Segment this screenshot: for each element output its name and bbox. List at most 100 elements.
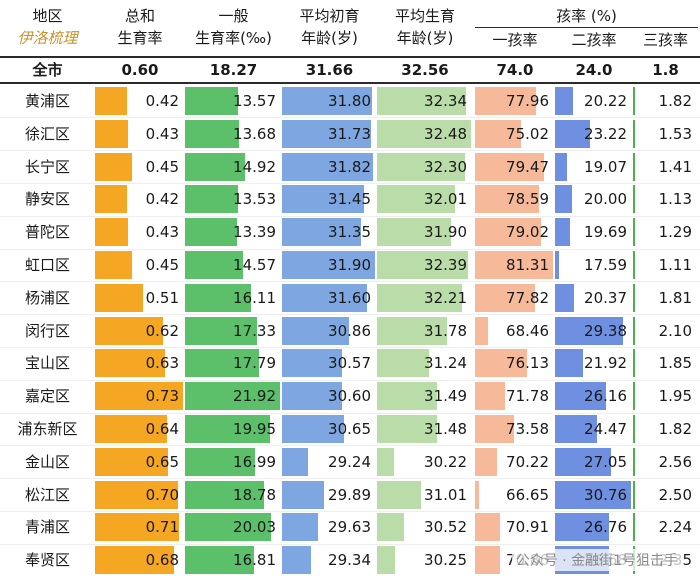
header-gfr: 一般 生育率(‰) [185, 0, 282, 56]
cell-first: 66.65 [475, 479, 555, 511]
bar-gfr [185, 185, 238, 214]
cell-value: 29.89 [328, 485, 371, 504]
cell-first-age: 29.24 [282, 446, 377, 478]
bar-first [475, 251, 553, 279]
bar-first-age [282, 316, 349, 345]
row-divider [0, 314, 700, 316]
bar-gfr [185, 218, 238, 247]
bar-gfr [185, 480, 265, 509]
cell-gfr: 13.57 [185, 85, 282, 117]
bar-gfr [185, 251, 244, 279]
bar-avg-age [377, 480, 421, 509]
cell-value: 18.78 [233, 485, 276, 504]
cell-value: 19.69 [584, 223, 627, 242]
bar-avg-age [377, 152, 465, 181]
cell-value: 32.01 [424, 190, 467, 209]
cell-avg-age: 31.01 [377, 479, 473, 511]
header-avg-age-line1: 平均生育 [394, 7, 455, 25]
bar-first-age [282, 382, 343, 411]
bar-first-age [282, 480, 325, 509]
bar-second [555, 185, 572, 214]
header-region-line1: 地区 [32, 7, 63, 25]
bar-second [555, 447, 611, 476]
row-name: 黄浦区 [24, 92, 70, 110]
bar-avg-age [377, 283, 462, 312]
cell-avg-age: 30.52 [377, 511, 473, 543]
cell-second: 20.37 [555, 282, 633, 314]
row-divider [0, 510, 700, 512]
cell-value: 16.99 [233, 452, 276, 471]
bar-avg-age [377, 185, 455, 214]
cell-value: 19.95 [233, 420, 276, 438]
cell-first-age: 29.89 [282, 479, 377, 511]
cell-avg-age: 32.30 [377, 151, 473, 183]
bar-gfr [185, 119, 239, 148]
bar-first-age [282, 218, 362, 247]
cell-second: 20.22 [555, 85, 633, 117]
cell-third: 1.11 [633, 249, 698, 281]
cell-value: 13.57 [233, 92, 276, 110]
cell-third: 2.10 [633, 315, 698, 347]
bar-avg-age [377, 546, 395, 575]
cell-value: 31.35 [328, 223, 371, 242]
bar-second [555, 513, 610, 542]
cell-value: 30.57 [328, 354, 371, 373]
cell-third: 1.41 [633, 151, 698, 183]
bar-first-age [282, 546, 311, 575]
row-name: 浦东新区 [17, 420, 78, 438]
cell-value: 17.79 [233, 354, 276, 373]
cell-value: 26.76 [584, 518, 627, 537]
bar-first [475, 87, 537, 115]
bar-avg-age [377, 447, 394, 476]
cell-value: 32.30 [424, 157, 467, 176]
row-divider [0, 150, 700, 152]
cell-value: 0.62 [145, 321, 179, 340]
row-divider [0, 478, 700, 480]
cell-third: 2.24 [633, 511, 698, 543]
cell-second: 29.38 [555, 315, 633, 347]
bar-tfr [95, 87, 127, 115]
cell-tfr: 0.51 [95, 282, 185, 314]
total-name: 全市 [32, 61, 63, 79]
cell-value: 79.02 [506, 223, 549, 242]
row-divider [0, 412, 700, 414]
cell-avg-age: 31.49 [377, 380, 473, 412]
bar-second [555, 480, 631, 509]
cell-tfr: 0.70 [95, 479, 185, 511]
cell-first-age: 31.35 [282, 216, 377, 248]
cell-value: 0.51 [145, 288, 179, 307]
bar-gfr [185, 152, 245, 181]
cell-value: 1.82 [658, 420, 692, 438]
total-tfr: 0.60 [121, 61, 159, 79]
bar-third [633, 251, 635, 279]
cell-value: 1.41 [658, 157, 692, 176]
row-divider [0, 182, 700, 184]
cell-value: 20.37 [584, 288, 627, 307]
cell-value: 70.91 [506, 518, 549, 537]
bar-third [633, 283, 635, 312]
total-rule [0, 82, 700, 84]
cell-third: 2.56 [633, 446, 698, 478]
cell-value: 0.42 [145, 92, 179, 110]
row-divider [0, 379, 700, 381]
bar-third [633, 87, 635, 115]
bar-third [633, 119, 635, 148]
cell-value: 77.82 [506, 288, 549, 307]
bar-tfr [95, 218, 129, 247]
bar-second [555, 283, 575, 312]
cell-value: 31.49 [424, 387, 467, 406]
cell-gfr: 13.68 [185, 118, 282, 150]
cell-value: 30.22 [424, 452, 467, 471]
cell-value: 31.73 [328, 124, 371, 143]
cell-first: 75.02 [475, 118, 555, 150]
cell-value: 27.05 [584, 452, 627, 471]
cell-avg-age: 31.90 [377, 216, 473, 248]
bar-third [633, 185, 635, 214]
cell-value: 0.43 [145, 124, 179, 143]
cell-value: 29.34 [328, 551, 371, 570]
cell-value: 16.11 [233, 288, 276, 307]
row-name: 普陀区 [24, 223, 70, 242]
header-brand: 伊洛梳理 [17, 29, 78, 47]
cell-first-age: 31.60 [282, 282, 377, 314]
header-first-age-line1: 平均初育 [299, 7, 360, 25]
